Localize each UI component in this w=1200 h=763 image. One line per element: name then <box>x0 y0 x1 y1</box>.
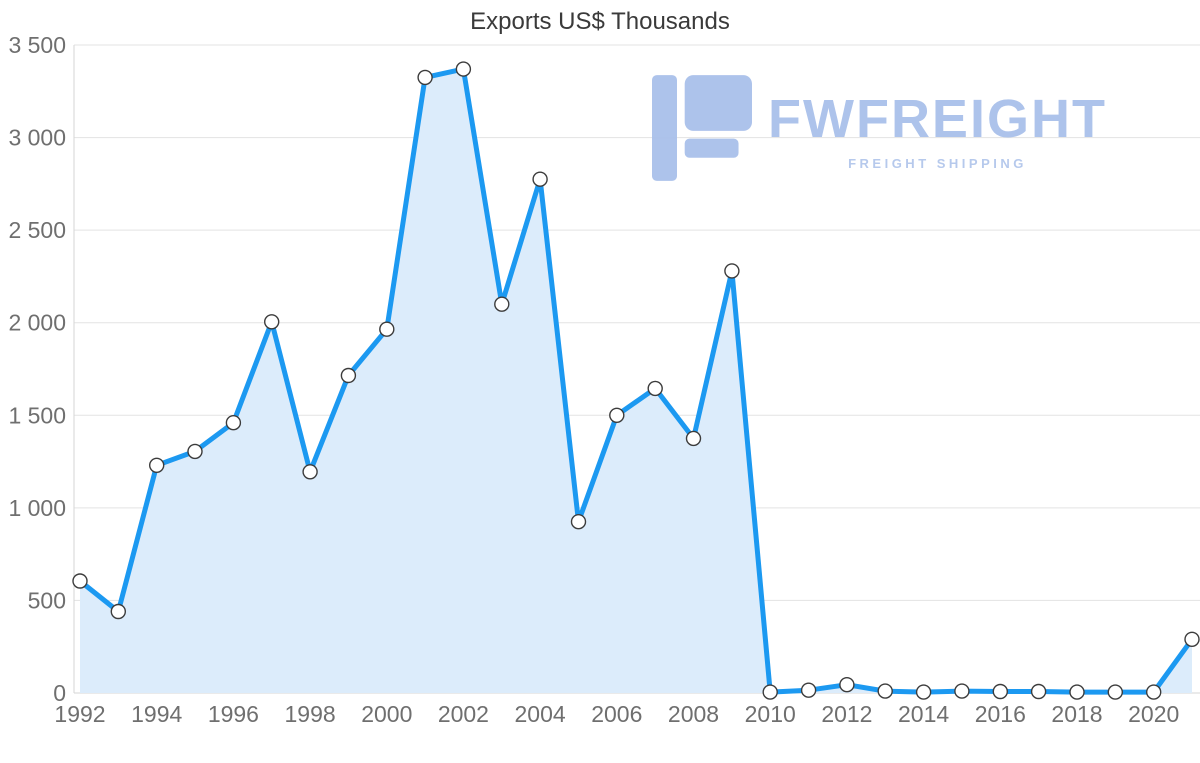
x-tick-label: 2018 <box>1051 701 1102 727</box>
data-point-2005 <box>570 514 587 530</box>
data-point-2008 <box>685 430 702 447</box>
y-tick-label: 3 000 <box>8 125 66 151</box>
area-fill <box>80 69 1192 694</box>
y-tick-label: 2 000 <box>8 310 66 336</box>
data-point-2001 <box>417 69 433 86</box>
chart-title: Exports US$ Thousands <box>470 8 730 35</box>
y-tick-label: 2 500 <box>8 217 66 243</box>
data-point-2016 <box>992 683 1008 700</box>
data-point-2000 <box>379 321 395 337</box>
x-tick-label: 1992 <box>54 701 105 727</box>
data-point-1998 <box>302 464 318 480</box>
data-point-2018 <box>1069 684 1085 700</box>
x-tick-label: 2010 <box>745 701 796 727</box>
data-point-2017 <box>1030 683 1047 700</box>
x-tick-label: 2020 <box>1128 701 1179 727</box>
data-point-1995 <box>187 443 203 460</box>
y-tick-label: 1 000 <box>8 495 66 521</box>
x-tick-label: 2000 <box>361 701 412 727</box>
data-point-2020 <box>1145 684 1162 700</box>
y-tick-label: 1 500 <box>8 402 66 428</box>
data-point-2006 <box>609 407 625 423</box>
x-tick-label: 2016 <box>975 701 1026 727</box>
y-tick-label: 500 <box>28 587 66 613</box>
x-tick-label: 2014 <box>898 701 949 727</box>
y-tick-label: 0 <box>53 680 66 706</box>
x-tick-label: 2008 <box>668 701 719 727</box>
x-tick-label: 1996 <box>208 701 259 727</box>
data-point-2012 <box>839 677 855 693</box>
data-point-2007 <box>647 380 663 397</box>
data-point-1993 <box>110 603 127 620</box>
data-point-2011 <box>800 682 817 698</box>
data-point-2002 <box>455 61 472 77</box>
data-point-2003 <box>494 296 510 312</box>
data-point-2013 <box>877 683 893 699</box>
x-tick-label: 1994 <box>131 701 182 727</box>
data-point-2019 <box>1107 684 1124 700</box>
data-point-1999 <box>340 367 357 384</box>
x-tick-label: 2006 <box>591 701 642 727</box>
data-point-2014 <box>915 684 932 700</box>
x-tick-label: 2002 <box>438 701 489 727</box>
data-point-2010 <box>762 684 778 700</box>
x-tick-label: 1998 <box>285 701 336 727</box>
x-tick-label: 2004 <box>515 701 566 727</box>
data-point-2015 <box>954 683 970 699</box>
data-point-2004 <box>532 171 548 187</box>
data-point-1997 <box>264 314 280 330</box>
data-point-1992 <box>72 573 88 589</box>
x-tick-label: 2012 <box>821 701 872 727</box>
y-tick-label: 3 500 <box>8 32 66 58</box>
data-point-2021 <box>1184 631 1200 647</box>
data-point-1994 <box>148 457 165 473</box>
data-point-1996 <box>225 415 242 431</box>
data-point-2009 <box>724 263 740 279</box>
